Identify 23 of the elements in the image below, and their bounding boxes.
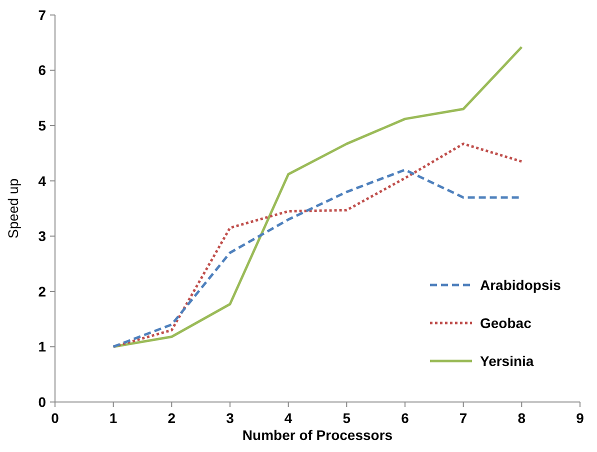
x-tick-label: 1 xyxy=(109,410,118,426)
x-tick-label: 2 xyxy=(168,410,176,426)
y-tick-label: 7 xyxy=(38,6,46,23)
legend-label: Yersinia xyxy=(480,352,534,369)
x-tick-label: 8 xyxy=(518,410,526,426)
y-tick-label: 1 xyxy=(38,338,46,355)
y-tick-label: 0 xyxy=(38,394,46,410)
legend-label: Arabidopsis xyxy=(480,276,562,293)
x-axis-title: Number of Processors xyxy=(242,427,393,443)
x-tick-label: 5 xyxy=(342,410,351,426)
legend-label: Geobac xyxy=(480,314,532,331)
x-tick-label: 4 xyxy=(284,410,292,426)
x-tick-label: 9 xyxy=(576,410,584,426)
y-tick-label: 4 xyxy=(38,172,46,189)
x-tick-label: 3 xyxy=(226,410,234,426)
y-tick-label: 2 xyxy=(38,283,46,300)
y-tick-label: 3 xyxy=(38,228,46,244)
y-tick-label: 6 xyxy=(38,62,46,78)
x-tick-label: 7 xyxy=(459,410,468,426)
x-tick-label: 0 xyxy=(51,410,60,426)
x-tick-label: 6 xyxy=(401,410,410,426)
y-axis-title: Speed up xyxy=(5,178,21,238)
y-tick-label: 5 xyxy=(38,117,46,134)
